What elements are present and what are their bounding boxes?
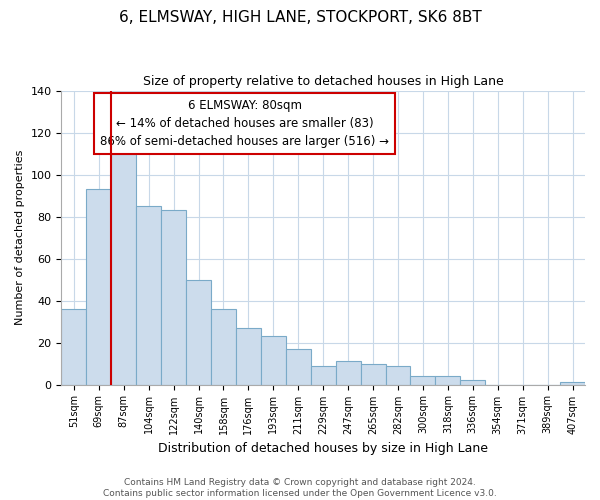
Bar [286,349,311,384]
Bar [211,309,236,384]
Bar [560,382,585,384]
Bar [436,376,460,384]
Bar [386,366,410,384]
Bar [261,336,286,384]
Bar [361,364,386,384]
Bar [61,309,86,384]
Bar [236,328,261,384]
Bar [136,206,161,384]
Bar [86,190,111,384]
Text: Contains HM Land Registry data © Crown copyright and database right 2024.
Contai: Contains HM Land Registry data © Crown c… [103,478,497,498]
Bar [186,280,211,384]
Text: 6 ELMSWAY: 80sqm
← 14% of detached houses are smaller (83)
86% of semi-detached : 6 ELMSWAY: 80sqm ← 14% of detached house… [100,100,389,148]
X-axis label: Distribution of detached houses by size in High Lane: Distribution of detached houses by size … [158,442,488,455]
Bar [410,376,436,384]
Bar [335,362,361,384]
Bar [161,210,186,384]
Text: 6, ELMSWAY, HIGH LANE, STOCKPORT, SK6 8BT: 6, ELMSWAY, HIGH LANE, STOCKPORT, SK6 8B… [119,10,481,25]
Bar [311,366,335,384]
Title: Size of property relative to detached houses in High Lane: Size of property relative to detached ho… [143,75,503,88]
Y-axis label: Number of detached properties: Number of detached properties [15,150,25,325]
Bar [111,154,136,384]
Bar [460,380,485,384]
